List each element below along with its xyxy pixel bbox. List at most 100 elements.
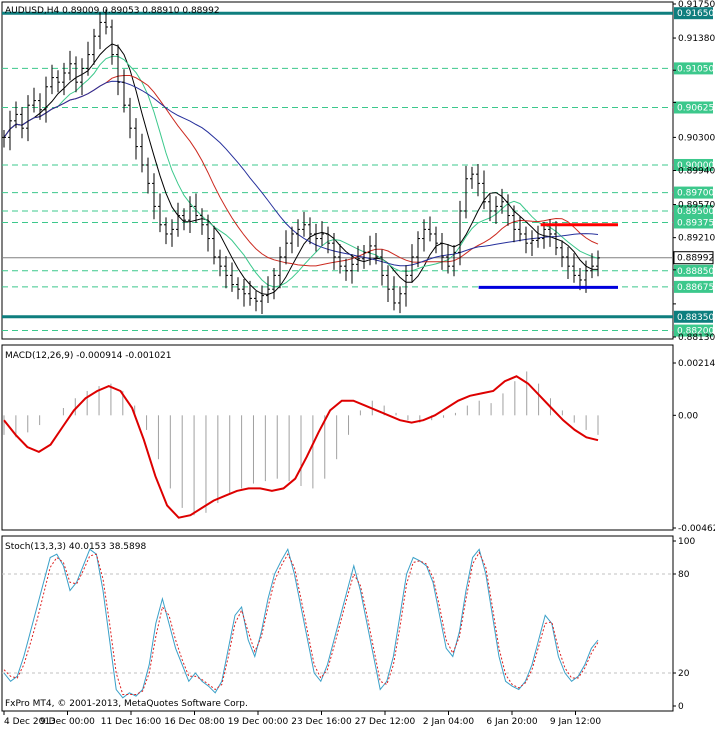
price-bar (122, 69, 126, 113)
trend-lines (478, 223, 618, 289)
price-axis-label: 0.89570 (678, 201, 715, 211)
price-bar (542, 222, 546, 249)
price-axis-label: 0.89940 (678, 167, 715, 177)
price-bar (422, 219, 426, 252)
price-bar (344, 258, 348, 281)
price-bar (14, 101, 18, 129)
price-bar (212, 225, 216, 265)
price-axis-label: 0.91380 (678, 34, 715, 44)
price-bar (338, 244, 342, 274)
price-bar (278, 246, 282, 289)
price-bar (32, 87, 36, 113)
price-level-label: 0.88992 (677, 254, 714, 264)
stoch-axis-label: 0 (678, 702, 684, 712)
price-bar (566, 246, 570, 280)
price-level-label: 0.91050 (677, 64, 714, 74)
time-axis-label: 16 Dec 08:00 (164, 717, 225, 727)
price-bar (290, 226, 294, 254)
price-axis: 0.91750 0.91380 0.90300 0.89940 0.89570 0.892… (673, 0, 715, 343)
price-bar (368, 235, 372, 266)
price-bar (452, 245, 456, 277)
price-bar (2, 130, 6, 148)
price-bar (446, 244, 450, 274)
price-bar (500, 188, 504, 214)
price-bar (230, 262, 234, 292)
price-level-label: 0.88675 (677, 283, 714, 293)
price-bar (332, 233, 336, 270)
price-level-label: 0.89500 (677, 207, 714, 217)
price-level-tag (674, 264, 713, 277)
time-axis-label: 9 Jan 12:00 (550, 717, 602, 727)
price-level-tag (674, 101, 713, 114)
price-bar (416, 231, 420, 268)
sma-blue-line (3, 80, 599, 267)
price-bar (386, 265, 390, 303)
price-bar (92, 28, 96, 65)
price-level-label: 0.90000 (677, 161, 714, 171)
price-bar (512, 205, 516, 243)
macd-panel-header: MACD(12,26,9) -0.000914 -0.001021 (5, 351, 171, 361)
stoch-chart: 100 80 20 0 (2, 537, 695, 712)
price-bar (440, 233, 444, 270)
price-bar (170, 219, 174, 247)
price-bar (530, 230, 534, 257)
price-bar (224, 256, 228, 289)
price-level-label: 0.88350 (677, 313, 714, 323)
price-bar (284, 230, 288, 265)
price-bar (494, 196, 498, 224)
price-level-tag (674, 158, 713, 171)
price-level-tag (674, 280, 713, 293)
price-level-tag (674, 186, 713, 199)
price-bar (398, 286, 402, 314)
price-axis-label: 0.91750 (678, 0, 715, 10)
price-bar (464, 165, 468, 219)
price-level-tag (673, 251, 714, 265)
price-level-label: 0.91650 (677, 9, 714, 19)
price-bar (434, 226, 438, 254)
price-bar (86, 41, 90, 76)
price-level-label: 0.88850 (677, 267, 714, 277)
price-bar (596, 250, 600, 277)
time-axis-label: 27 Dec 12:00 (355, 717, 416, 727)
price-panel-frame (1, 1, 674, 340)
price-bar (128, 97, 132, 139)
price-bar (350, 254, 354, 284)
macd-signal-line (3, 375, 599, 519)
price-bar (254, 291, 258, 312)
price-bar (242, 279, 246, 307)
price-bar (200, 208, 204, 235)
stoch-axis-label: 80 (678, 570, 690, 580)
price-bar (296, 219, 300, 247)
price-bar (410, 244, 414, 283)
price-bar (314, 223, 318, 252)
time-axis-label: 9 Dec 00:00 (40, 717, 95, 727)
copyright-text: FxPro MT4, © 2001-2013, MetaQuotes Softw… (5, 699, 248, 709)
macd-panel-frame (1, 344, 674, 531)
stoch-panel-header: Stoch(13,3,3) 40.0153 38.5898 (5, 542, 146, 552)
price-bar (8, 110, 12, 151)
price-panel-header: AUDUSD,H4 0.89009 0.89053 0.88910 0.8899… (5, 6, 220, 16)
price-bar (182, 208, 186, 231)
price-bar (62, 62, 66, 96)
macd-chart: 0.002147 0.00 -0.004624 (3, 359, 715, 534)
price-bar (206, 214, 210, 252)
price-bar (590, 253, 594, 279)
price-levels: 0.91650 0.91050 0.90625 0.90000 0.89700 0.895… (2, 7, 714, 337)
time-axis-label: 2 Jan 04:00 (423, 717, 475, 727)
time-axis-label: 6 Jan 20:00 (486, 717, 538, 727)
price-level-tag (674, 62, 713, 75)
price-bar (248, 280, 252, 306)
price-bar (20, 107, 24, 139)
time-axis-label: 4 Dec 2013 (4, 717, 56, 727)
price-bar (98, 12, 102, 50)
price-bar (260, 285, 264, 315)
time-axis-label: 19 Dec 00:00 (228, 717, 289, 727)
price-bar (458, 200, 462, 266)
price-bar (80, 58, 84, 96)
price-level-label: 0.89700 (677, 189, 714, 199)
price-bar (140, 133, 144, 173)
price-bar (194, 193, 198, 223)
price-bar (560, 240, 564, 268)
